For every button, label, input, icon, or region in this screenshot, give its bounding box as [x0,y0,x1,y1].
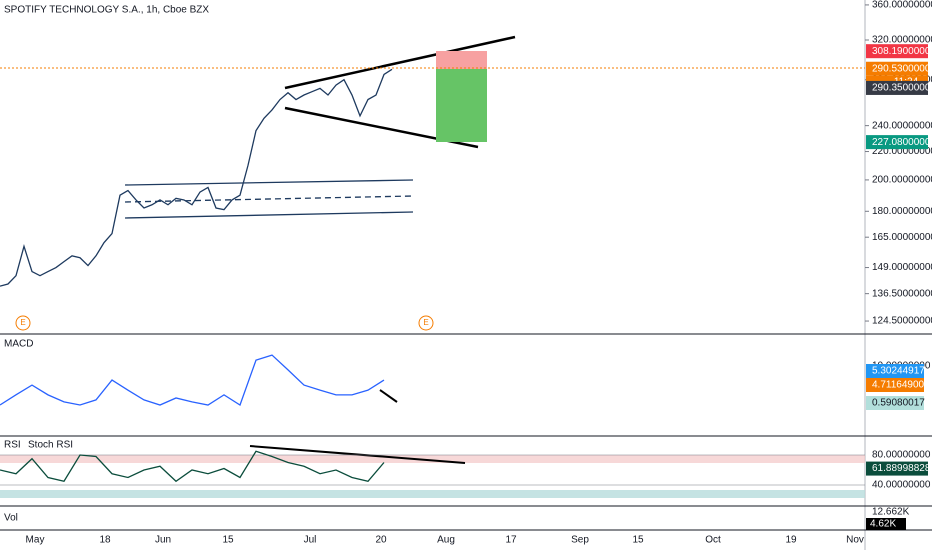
y-tick-label: 136.50000000 [872,288,932,299]
x-tick-label: 19 [785,535,797,546]
macd-tag [866,364,924,378]
price-tag [866,44,928,59]
price-tag-label: 308.19000000 [872,46,932,57]
rsi-trendline [249,445,466,464]
y-tick-label: 240.00000000 [872,120,932,131]
y-tick-label: 200.00000000 [872,175,932,186]
stop-zone [436,51,487,69]
last-price-label: 290.35000000 [872,83,932,94]
x-tick-label: May [26,535,45,546]
price-tag-label: 290.53000000 [872,63,932,74]
x-tick-label: 18 [99,535,111,546]
vol-tag-label: 4.62K [870,519,896,530]
earnings-icon[interactable] [15,315,31,331]
rsi-tick-label: 80.00000000 [872,450,931,461]
rsi-line [0,450,385,483]
y-tick-label: 220.00000000 [872,146,932,157]
rsi-tag [866,461,928,476]
channel-top [124,179,414,186]
hist-tag-label: 0.59080017 [872,398,925,409]
vol-tag [866,518,906,530]
channel-mid [124,195,414,203]
target-zone [436,69,487,142]
earnings-label[interactable]: E [20,318,25,327]
signal-tag-label: 4.71164900 [872,380,925,391]
signal-tag [866,378,924,392]
oversold-band [0,490,865,498]
x-tick-label: Oct [705,535,721,546]
y-tick-label: 320.00000000 [872,35,932,46]
y-tick-label: 360.00000000 [872,0,932,11]
x-tick-label: Sep [571,535,589,546]
x-tick-label: 17 [505,535,517,546]
y-tick-label: 165.00000000 [872,232,932,243]
macd-tag-label: 5.30244917 [872,366,925,377]
rsi-title: RSI [4,440,21,451]
price-tag [866,61,928,76]
channel-bottom [124,211,414,219]
earnings-icon[interactable] [418,315,434,331]
macd-title: MACD [4,339,33,350]
vol-title: Vol [4,513,18,524]
x-tick-label: 15 [222,535,234,546]
overbought-band [0,455,865,463]
y-tick-label: 149.00000000 [872,262,932,273]
earnings-label[interactable]: E [423,318,428,327]
x-tick-label: 15 [632,535,644,546]
x-tick-label: Nov [846,535,864,546]
rsi-tick-label: 40.00000000 [872,480,931,491]
hist-tag [866,396,924,410]
price-line-series [0,68,393,287]
price-tag-label: 227.08000000 [872,137,932,148]
vol-tick-label: 12.662K [872,507,910,518]
y-tick-label: 124.50000000 [872,316,932,327]
x-tick-label: Aug [437,535,455,546]
x-tick-label: Jul [304,535,317,546]
y-tick-label: 180.00000000 [872,206,932,217]
macd-line [0,354,385,406]
price-tag [866,135,928,150]
rsi-tag-label: 61.88998828 [872,463,931,474]
wedge-top [284,35,516,90]
symbol-title: SPOTIFY TECHNOLOGY S.A., 1h, Cboe BZX [4,5,209,16]
macd-drawing [379,389,398,403]
last-price-tag [866,80,928,95]
x-tick-label: Jun [155,535,171,546]
stoch-rsi-title: Stoch RSI [28,440,73,451]
x-tick-label: 20 [375,535,387,546]
